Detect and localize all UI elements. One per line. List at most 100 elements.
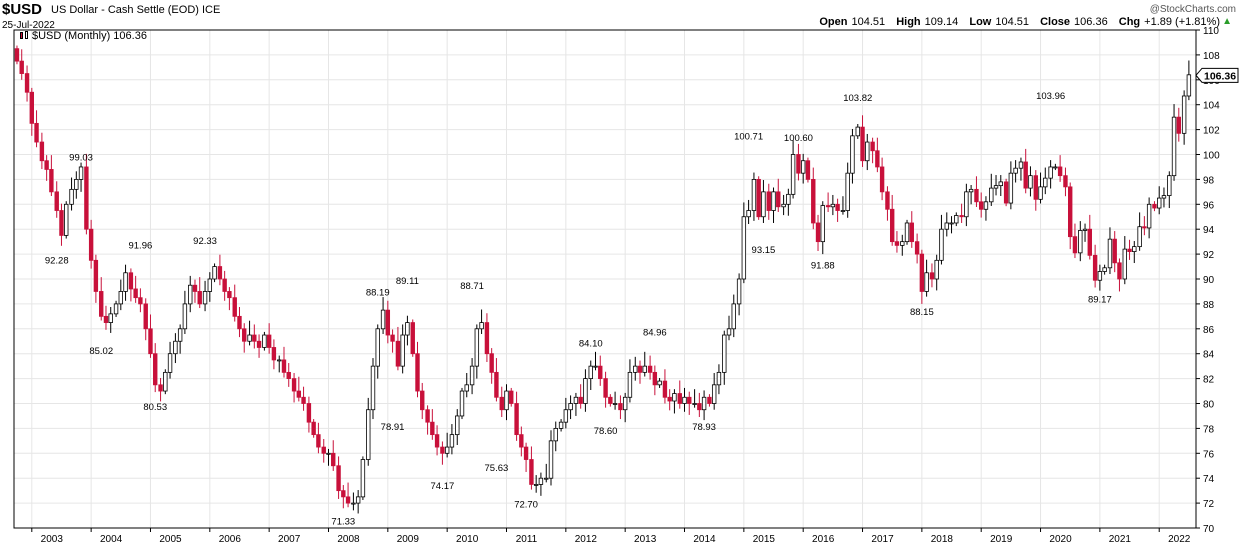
low-value: 104.51 — [995, 16, 1030, 28]
candle-body-down — [662, 380, 668, 398]
candle-body-up — [682, 396, 687, 404]
candle-body-down — [316, 434, 321, 448]
candle — [74, 171, 79, 199]
candle-body-up — [504, 390, 509, 411]
candle-body-up — [1186, 74, 1192, 97]
candle-body-down — [489, 353, 494, 373]
candle — [301, 386, 306, 411]
candle-body-down — [1117, 262, 1122, 280]
candle-body-up — [850, 135, 855, 174]
candle — [489, 348, 494, 384]
price-annotation: 85.02 — [89, 346, 113, 357]
candle-body-down — [697, 403, 702, 411]
candle — [1063, 167, 1068, 197]
candle — [548, 430, 554, 486]
price-annotation: 84.10 — [579, 338, 603, 349]
candle-body-down — [153, 353, 158, 386]
candle-body-down — [889, 208, 895, 243]
candle-body-down — [19, 60, 24, 74]
candle-body-down — [341, 490, 346, 498]
candle-body-down — [1112, 238, 1117, 264]
candle-body-up — [563, 409, 569, 423]
candle — [509, 387, 514, 407]
candle-body-down — [1087, 228, 1092, 256]
candle-body-up — [904, 222, 910, 243]
candle-body-up — [583, 378, 588, 404]
candle-body-down — [395, 340, 401, 367]
price-annotation: 88.15 — [910, 307, 934, 318]
candle-body-up — [939, 228, 944, 261]
candle-body-up — [726, 328, 732, 336]
candle — [1057, 155, 1063, 182]
candle-body-down — [514, 403, 519, 436]
x-tick-label: 2015 — [753, 534, 776, 545]
candle-body-down — [306, 403, 312, 423]
x-tick-label: 2005 — [159, 534, 182, 545]
candle-body-down — [430, 421, 435, 436]
candle — [212, 263, 217, 283]
candle — [845, 162, 850, 218]
chg-label: Chg — [1118, 16, 1141, 28]
candle-body-down — [34, 122, 39, 143]
candle-body-up — [69, 188, 74, 205]
candle — [835, 198, 840, 222]
candle — [93, 254, 99, 303]
candle-body-up — [247, 334, 252, 342]
candle — [588, 360, 593, 391]
candle-body-up — [1048, 166, 1053, 179]
x-tick-label: 2007 — [278, 534, 301, 545]
candle-body-up — [1053, 166, 1058, 169]
candle — [103, 305, 109, 330]
candle-body-up — [845, 172, 850, 211]
candle — [1087, 214, 1092, 260]
candle — [484, 313, 490, 362]
candle-body-down — [598, 365, 603, 379]
ohlc-readout: Open 104.51 High 109.14 Low 104.51 Close 106… — [811, 16, 1220, 28]
candle — [1033, 170, 1038, 211]
x-tick-label: 2016 — [812, 534, 835, 545]
candle-body-down — [637, 365, 643, 373]
candle — [811, 167, 816, 230]
candle-body-up — [326, 452, 331, 455]
candle-body-up — [751, 178, 757, 211]
candle-body-up — [968, 188, 974, 193]
candle — [885, 186, 890, 221]
candle — [405, 315, 410, 346]
x-tick-label: 2006 — [219, 534, 242, 545]
candle-body-down — [1003, 181, 1009, 204]
candle-body-down — [835, 203, 840, 211]
candle-body-up — [1122, 248, 1127, 280]
candle-body-up — [731, 303, 736, 330]
candle — [286, 363, 291, 387]
candle — [291, 372, 297, 403]
candle-body-down — [919, 253, 925, 292]
candle-body-up — [989, 187, 994, 203]
candle — [336, 456, 341, 499]
candle — [118, 279, 124, 311]
candle — [311, 419, 316, 438]
candle — [1107, 227, 1113, 275]
candle-body-up — [830, 203, 836, 208]
candle — [850, 128, 855, 184]
candle-body-up — [167, 353, 173, 373]
candle-body-up — [944, 222, 949, 230]
candle-body-down — [148, 328, 153, 355]
y-tick-label: 108 — [1203, 51, 1220, 62]
candle-body-up — [588, 365, 593, 379]
candle — [479, 309, 484, 334]
candle — [188, 275, 193, 313]
candle — [469, 358, 475, 395]
price-annotation: 99.03 — [69, 153, 93, 164]
candle-body-up — [633, 365, 638, 373]
candle-body-up — [262, 334, 267, 348]
candle-body-up — [790, 154, 796, 195]
candle — [1181, 90, 1187, 145]
price-annotation: 93.15 — [752, 245, 776, 256]
y-tick-label: 110 — [1203, 26, 1219, 37]
last-price-box — [1195, 67, 1239, 83]
candle-body-down — [1057, 166, 1063, 177]
candle-body-down — [509, 390, 514, 404]
candle — [123, 264, 128, 301]
y-tick-label: 98 — [1203, 175, 1215, 186]
y-tick-label: 84 — [1203, 350, 1215, 361]
